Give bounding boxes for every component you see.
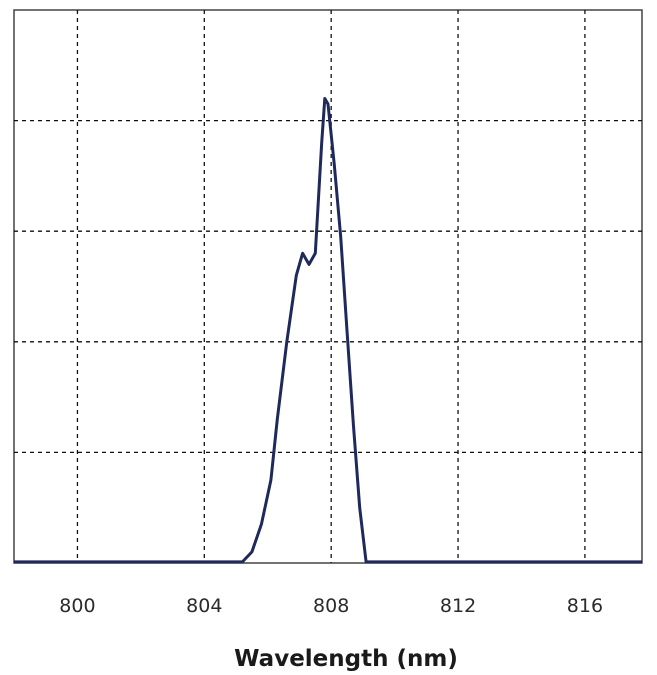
grid — [14, 10, 642, 563]
x-tick-label-4: 816 — [567, 595, 603, 617]
x-tick-label-2: 808 — [313, 595, 349, 617]
series-line-0 — [14, 97, 642, 564]
series-layer — [14, 97, 642, 564]
plot-frame — [13, 9, 643, 564]
x-axis-title: Wavelength (nm) — [234, 646, 458, 672]
x-tick-label-0: 800 — [59, 595, 95, 617]
x-tick-label-1: 804 — [186, 595, 222, 617]
x-tick-label-3: 812 — [440, 595, 476, 617]
x-tick-labels: 800 804 808 812 816 — [59, 595, 603, 617]
